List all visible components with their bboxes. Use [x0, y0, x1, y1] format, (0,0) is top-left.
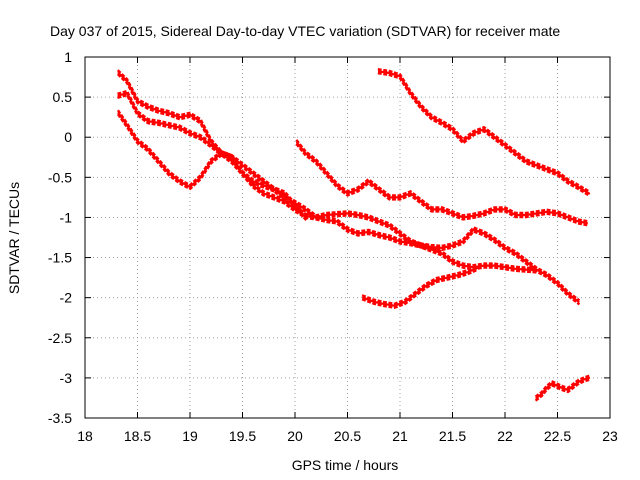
series-arc-6-marks-lower: [361, 267, 481, 309]
series-arc-2-trace: [117, 112, 538, 272]
series-arc-5-marks-lower: [377, 72, 591, 198]
series-arc-3-marks-lower: [117, 93, 581, 306]
series-arc-7-trace: [535, 376, 591, 399]
series-arc-5-marks: [377, 68, 591, 194]
series-arc-4-marks-lower: [295, 143, 589, 227]
series-arc-5-trace: [377, 70, 591, 195]
x-axis-label: GPS time / hours: [292, 457, 399, 473]
series-arc-6-trace: [362, 266, 480, 307]
x-tick-label: 18.5: [124, 428, 151, 444]
series-arc-1-marks: [116, 69, 308, 218]
series-arc-2-marks-lower: [116, 113, 538, 274]
ticks-layer: [84, 56, 611, 419]
x-tick-label: 21: [392, 428, 408, 444]
series-arc-3-marks: [117, 89, 581, 302]
y-tick-label: 0.5: [53, 89, 73, 105]
series-arc-7-marks: [534, 374, 591, 398]
y-tick-label: -1.5: [48, 250, 72, 266]
x-tick-label: 20.5: [334, 428, 361, 444]
y-tick-label: 0: [64, 129, 72, 145]
series-arc-6-marks: [361, 263, 481, 305]
y-tick-label: -0.5: [48, 169, 72, 185]
series-arc-1-marks-lower: [116, 73, 308, 222]
chart-title: Day 037 of 2015, Sidereal Day-to-day VTE…: [50, 23, 560, 39]
y-tick-label: -3.5: [48, 410, 72, 426]
series-arc-2-marks: [116, 109, 538, 270]
labels-layer: 18 18.5 19 19.5 20 20.5 21 21.5 22 22.5 23 1 0.5 0 -0.…: [48, 49, 618, 444]
x-tick-label: 19: [182, 428, 198, 444]
y-tick-label: -3: [60, 370, 73, 386]
x-tick-label: 22: [497, 428, 513, 444]
series-arc-4-marks: [295, 139, 589, 223]
y-tick-label: -1: [60, 209, 73, 225]
x-tick-label: 19.5: [229, 428, 256, 444]
series-arc-7-marks-lower: [534, 378, 591, 402]
x-tick-label: 21.5: [439, 428, 466, 444]
y-tick-label: -2: [60, 290, 73, 306]
y-tick-label: -2.5: [48, 330, 72, 346]
series-layer: [116, 68, 591, 402]
x-tick-label: 20: [287, 428, 303, 444]
series-arc-4-trace: [296, 141, 589, 225]
x-tick-label: 23: [602, 428, 618, 444]
y-axis-label: SDTVAR / TECUs: [6, 182, 22, 294]
x-tick-label: 22.5: [544, 428, 571, 444]
y-tick-label: 1: [64, 49, 72, 65]
x-tick-label: 18: [77, 428, 93, 444]
series-arc-3-trace: [117, 91, 580, 303]
